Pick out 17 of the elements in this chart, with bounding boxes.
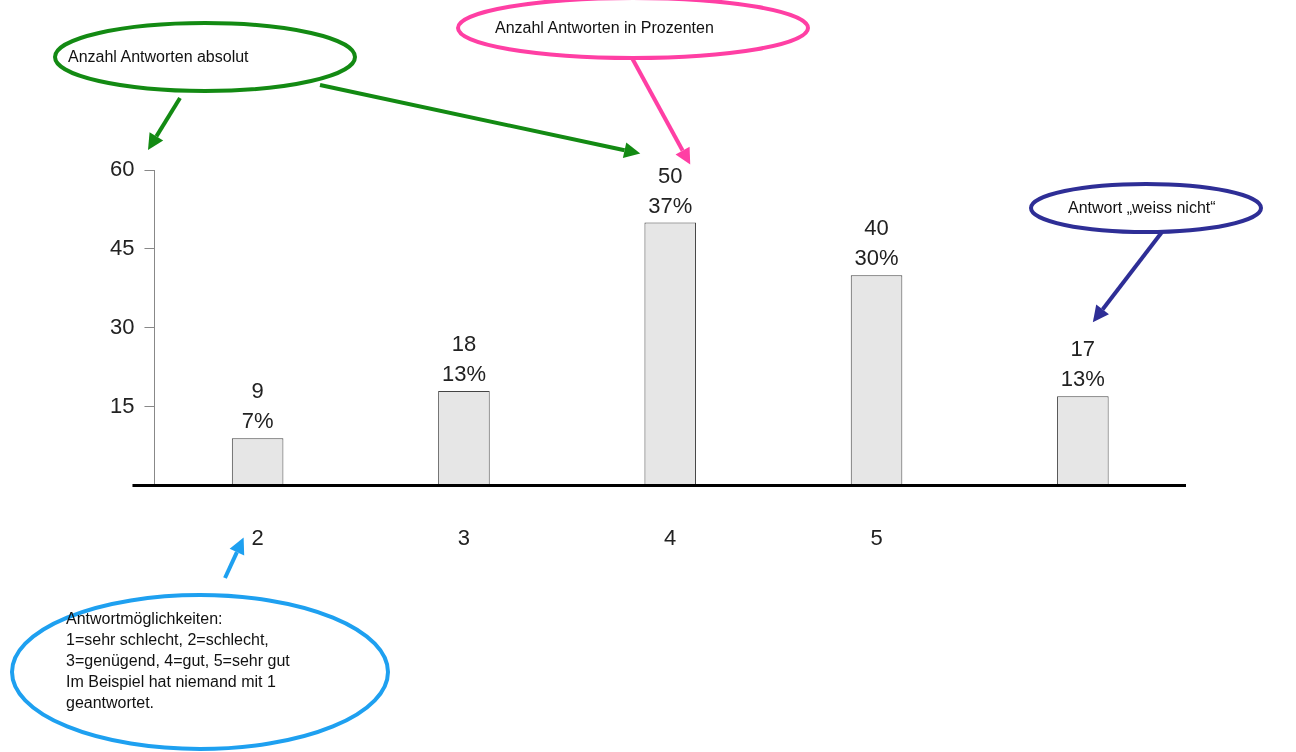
x-tick-label: 4 — [664, 524, 677, 550]
text: Anzahl Antworten absolut — [68, 47, 249, 67]
data-label: 50 37% — [648, 162, 693, 218]
annotation: Antwort „weiss nicht“ — [1068, 198, 1216, 218]
data-label: 17 13% — [1060, 336, 1105, 392]
x-tick-label: 2 — [251, 524, 264, 550]
data-label: 9 7% — [241, 378, 274, 434]
y-tick-label: 45 — [109, 234, 135, 260]
x-tick-label: 5 — [870, 524, 883, 550]
text: Antwortmöglichkeiten: 1=sehr schlecht, 2=schlecht, 3=genügend, 4=gut, 5=sehr gut Im Beispiel hat niemand mit 1 geantwortet. — [66, 609, 290, 713]
x-tick-label: 3 — [457, 524, 471, 550]
text: Anzahl Antworten in Prozenten — [495, 18, 714, 38]
y-tick-label: 60 — [109, 156, 135, 182]
data-label: 40 30% — [854, 215, 899, 271]
y-tick-label: 30 — [109, 313, 135, 339]
y-tick-label: 15 — [109, 392, 135, 418]
data-label: 18 13% — [441, 330, 486, 386]
